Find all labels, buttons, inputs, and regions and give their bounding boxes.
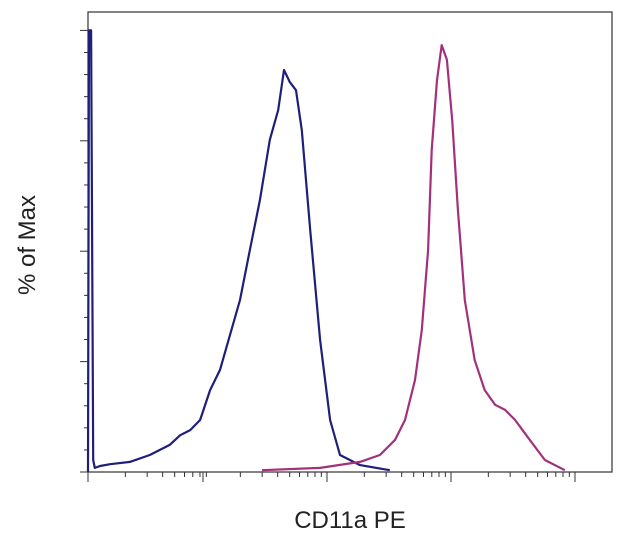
plot-frame xyxy=(87,11,613,473)
axis-ticks xyxy=(80,29,576,482)
y-axis-label: % of Max xyxy=(14,195,41,295)
series-line xyxy=(261,44,566,472)
x-axis-label: CD11a PE xyxy=(294,507,406,534)
series-line xyxy=(86,29,390,473)
